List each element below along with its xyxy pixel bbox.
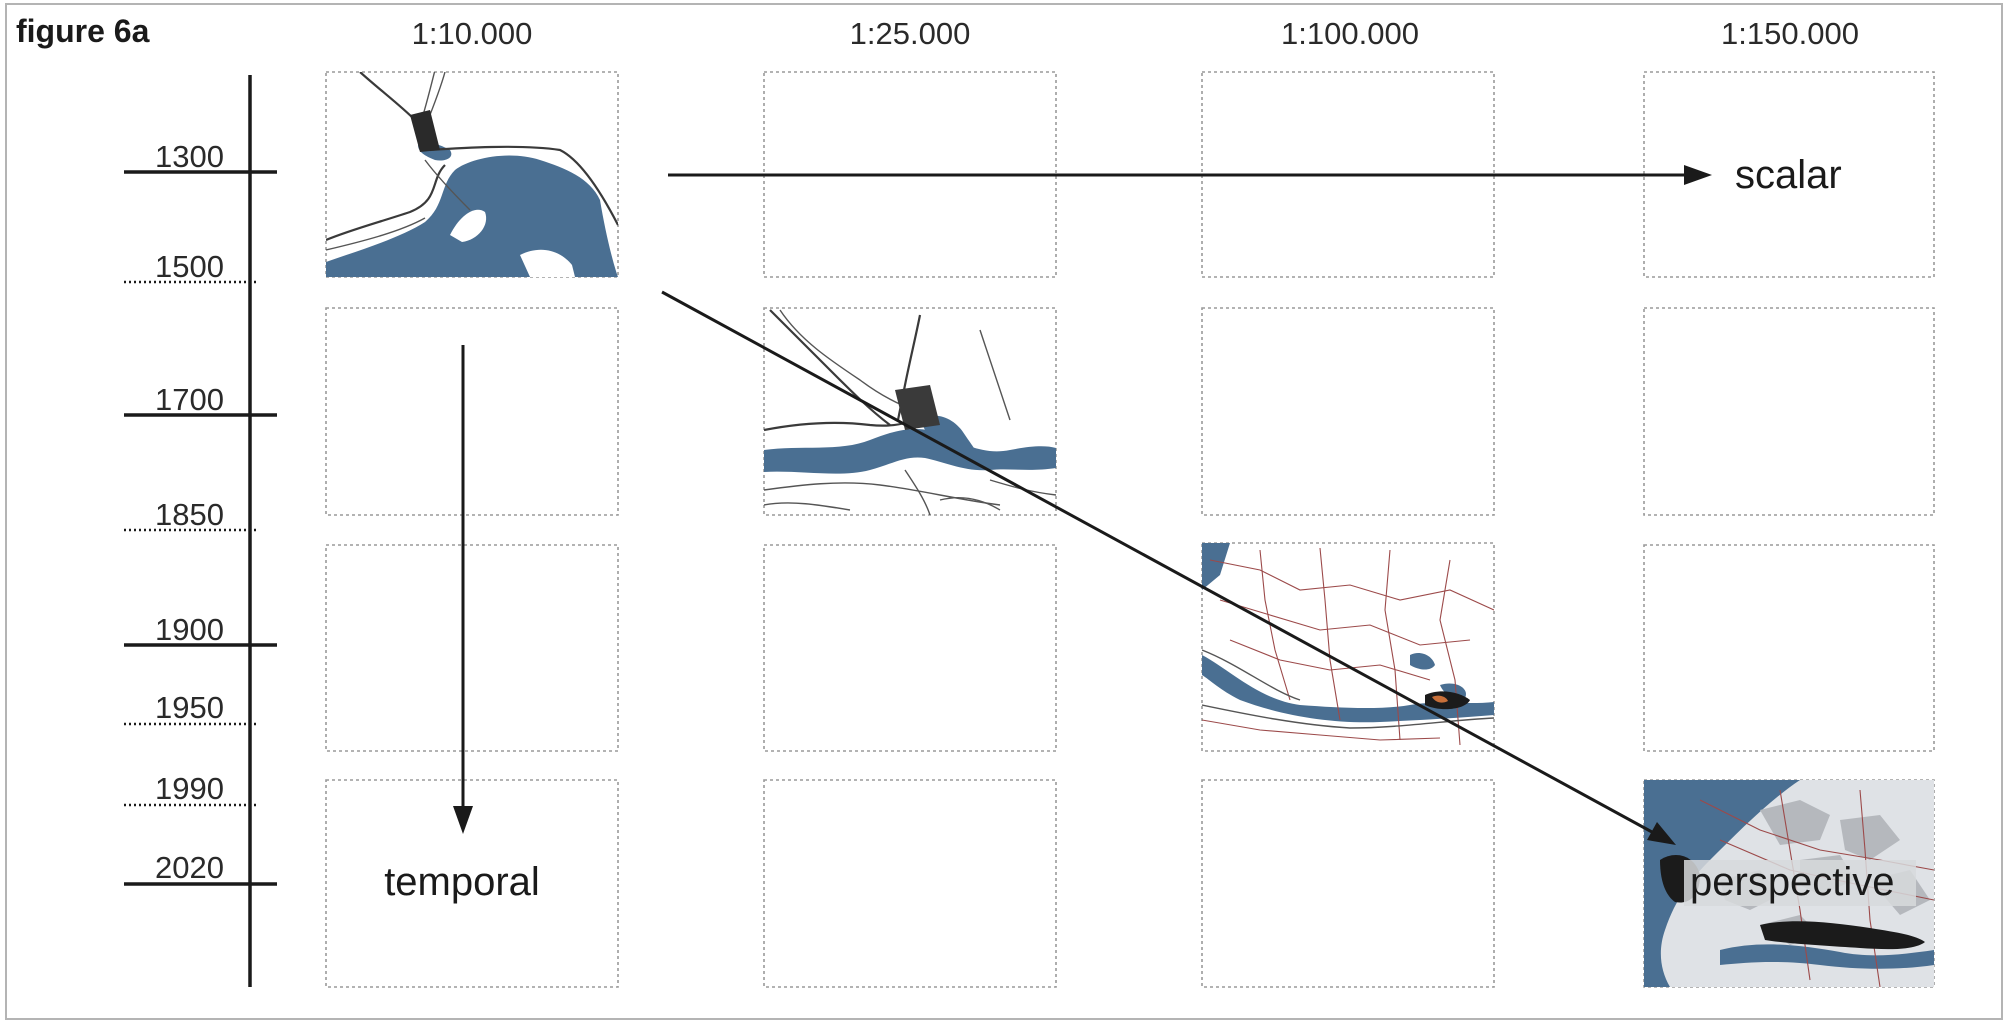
scale-header-1: 1:10.000 <box>412 16 533 51</box>
cell <box>1201 71 1495 278</box>
map-1300-1500 <box>326 72 618 277</box>
cell-grid <box>325 71 1935 988</box>
figure-frame <box>5 3 2003 1020</box>
cell <box>1201 779 1495 988</box>
map-1990-2020 <box>1644 780 1934 987</box>
cell <box>325 779 619 988</box>
scalar-arrowhead <box>1684 165 1712 185</box>
cell <box>1643 544 1935 752</box>
scale-header-2: 1:25.000 <box>850 16 971 51</box>
year-label-1300: 1300 <box>155 139 224 174</box>
cell <box>763 544 1057 752</box>
cell <box>325 307 619 516</box>
perspective-label: perspective <box>1690 860 1895 904</box>
cell <box>1643 71 1935 278</box>
cell <box>763 71 1057 278</box>
temporal-arrowhead <box>453 806 473 834</box>
year-label-1700: 1700 <box>155 382 224 417</box>
year-label-1850: 1850 <box>155 497 224 532</box>
figure-label: figure 6a <box>16 13 150 49</box>
year-label-1950: 1950 <box>155 690 224 725</box>
cell <box>325 544 619 752</box>
map-1900-1950 <box>1202 543 1494 746</box>
cell <box>1201 307 1495 516</box>
year-label-2020: 2020 <box>155 850 224 885</box>
temporal-label: temporal <box>384 860 540 904</box>
perspective-arrowhead <box>1647 822 1676 845</box>
year-label-1990: 1990 <box>155 771 224 806</box>
scale-header-3: 1:100.000 <box>1281 16 1419 51</box>
cell <box>763 779 1057 988</box>
scalar-label: scalar <box>1735 153 1842 197</box>
cell <box>763 307 1057 516</box>
scale-header-4: 1:150.000 <box>1721 16 1859 51</box>
cell <box>1643 307 1935 516</box>
year-label-1500: 1500 <box>155 249 224 284</box>
cell <box>1201 542 1495 752</box>
year-label-1900: 1900 <box>155 612 224 647</box>
perspective-arrow <box>661 290 1653 834</box>
